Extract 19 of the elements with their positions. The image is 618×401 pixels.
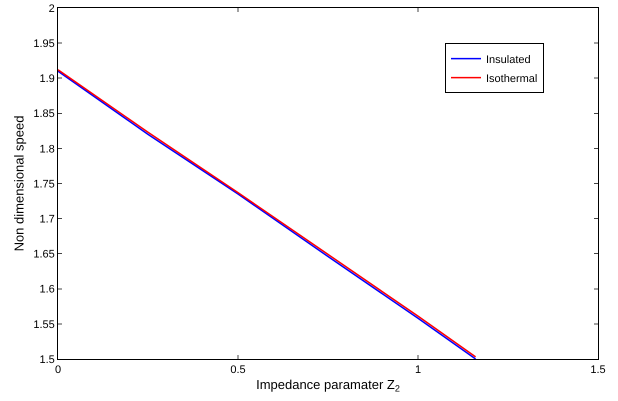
y-axis-title: Non dimensional speed <box>11 116 26 252</box>
y-tick-label: 1.7 <box>40 213 55 226</box>
x-tick-label: 1 <box>414 364 422 376</box>
x-tick-label: 0 <box>54 364 62 376</box>
x-axis-title: Impedance paramater Z$_{2}$ <box>256 376 400 394</box>
y-tick-label: 1.5 <box>40 354 55 366</box>
y-tick-label: 1.6 <box>40 284 55 296</box>
y-tick-label: 1.95 <box>33 38 55 50</box>
y-tick-label: 1.9 <box>40 73 55 86</box>
y-tick-label: 1.55 <box>33 318 55 331</box>
legend-label: Isothermal <box>486 72 538 85</box>
y-tick-label: 2 <box>48 2 55 15</box>
y-tick-label: 1.85 <box>33 108 55 120</box>
y-tick-label: 1.8 <box>40 143 55 156</box>
x-tick-label: 1.5 <box>590 364 606 376</box>
x-tick-label: 0.5 <box>230 364 246 376</box>
y-tick-label: 1.65 <box>33 248 55 261</box>
legend-label: Insulated <box>486 54 531 66</box>
y-tick-label: 1.75 <box>33 178 55 190</box>
